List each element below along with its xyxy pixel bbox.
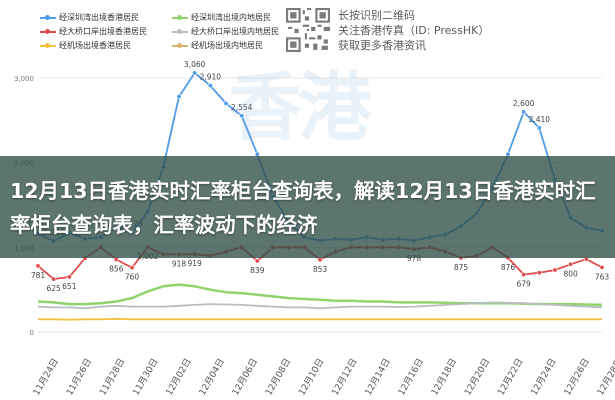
- series-point: [35, 263, 41, 269]
- article-title: 12月13日香港实时汇率柜台查询表，解读12月13日香港实时汇率柜台查询表，汇率…: [10, 179, 596, 237]
- series-point: [568, 261, 574, 267]
- legend-label: 经机场出境香港居民: [59, 41, 131, 50]
- legend-item: 经大桥口岸出境内地居民: [172, 26, 279, 37]
- legend-label: 经机场出境内地居民: [191, 41, 263, 50]
- legend-swatch: [40, 42, 56, 48]
- x-tick-label: 11月30日: [131, 357, 161, 398]
- y-tick-label: 3,000: [14, 75, 34, 83]
- data-label: 918: [172, 259, 187, 268]
- legend-item: 经深圳湾出境香港居民: [40, 12, 139, 23]
- data-label: 978: [407, 254, 422, 263]
- legend-item: 经机场出境香港居民: [40, 40, 131, 51]
- x-axis: 11月24日 11月26日 11月28日 11月30日 12月02日 12月04日 12月0…: [31, 357, 615, 398]
- x-tick-label: 12月18日: [429, 357, 459, 398]
- data-label: 919: [188, 259, 203, 268]
- legend-item: 经大桥口岸出境香港居民: [40, 26, 147, 37]
- series-point: [66, 274, 72, 280]
- data-label: 875: [454, 263, 469, 272]
- data-label: 2,600: [513, 99, 535, 108]
- series-point: [51, 276, 57, 282]
- legend-label: 经大桥口岸出境香港居民: [59, 27, 147, 36]
- data-label: 679: [517, 280, 532, 289]
- series-point: [536, 125, 542, 131]
- watermark-text: 香港: [228, 65, 372, 151]
- series-point: [536, 270, 542, 276]
- x-tick-label: 12月22日: [496, 357, 526, 398]
- data-label: 2,910: [200, 73, 222, 82]
- legend-swatch: [172, 28, 188, 34]
- series-point: [207, 83, 213, 89]
- x-tick-label: 12月14日: [363, 357, 393, 398]
- x-tick-label: 12月04日: [197, 357, 227, 398]
- data-label: 625: [47, 284, 62, 293]
- qr-caption-line2: 关注香港传真（ID: PressHK）: [338, 24, 490, 37]
- data-label: 763: [595, 272, 610, 281]
- legend-label: 经大桥口岸出境内地居民: [191, 27, 279, 36]
- data-label: 781: [31, 271, 46, 280]
- legend-swatch: [172, 42, 188, 48]
- data-label: 876: [501, 263, 516, 272]
- data-label: 3,060: [184, 60, 206, 69]
- x-tick-label: 12月06日: [230, 357, 260, 398]
- series-point: [129, 265, 135, 271]
- data-label: 2,410: [529, 115, 551, 124]
- series-point: [521, 109, 527, 115]
- data-label: 856: [109, 265, 124, 274]
- x-tick-label: 11月26日: [64, 357, 94, 398]
- qr-caption-line3: 获取更多香港资讯: [338, 39, 426, 52]
- x-tick-label: 12月20日: [462, 357, 492, 398]
- x-tick-label: 12月24日: [529, 357, 559, 398]
- series-point: [317, 257, 323, 263]
- series-point: [254, 258, 260, 264]
- y-tick-label: 0: [30, 329, 34, 337]
- series-point: [176, 94, 182, 100]
- legend-label: 经深圳湾出境香港居民: [59, 13, 139, 22]
- chart-legend: 经深圳湾出境香港居民 经大桥口岸出境香港居民 经机场出境香港居民 经深圳湾出境内地居民…: [40, 12, 280, 54]
- data-labels: 1,1611,0741,1733,0602,9102,5542,6002,410…: [27, 60, 609, 293]
- legend-item: 经深圳湾出境内地居民: [172, 12, 271, 23]
- series-point: [239, 113, 245, 119]
- data-label: 853: [313, 265, 328, 274]
- legend-item: 经机场出境内地居民: [172, 40, 263, 51]
- data-label: 651: [62, 282, 77, 291]
- x-tick-label: 12月10日: [296, 357, 326, 398]
- x-tick-label: 12月02日: [164, 357, 194, 398]
- title-banner: 12月13日香港实时汇率柜台查询表，解读12月13日香港实时汇率柜台查询表，汇率…: [0, 156, 615, 258]
- series-point: [521, 272, 527, 278]
- legend-swatch: [40, 28, 56, 34]
- legend-label: 经深圳湾出境内地居民: [191, 13, 271, 22]
- x-tick-label: 12月12日: [330, 357, 360, 398]
- series-point: [192, 70, 198, 76]
- series-point: [552, 267, 558, 273]
- legend-swatch: [40, 14, 56, 20]
- qr-caption: 长按识别二维码 关注香港传真（ID: PressHK） 获取更多香港资讯: [338, 8, 489, 53]
- series-line: [38, 318, 602, 321]
- x-tick-label: 12月28日: [595, 357, 615, 398]
- x-tick-label: 12月16日: [396, 357, 426, 398]
- series-line: [37, 301, 603, 310]
- series-point: [223, 100, 229, 106]
- x-tick-label: 11月24日: [31, 357, 61, 398]
- data-label: 839: [250, 266, 265, 275]
- series-point: [599, 264, 605, 270]
- x-tick-label: 12月08日: [263, 357, 293, 398]
- data-label: 760: [125, 273, 140, 282]
- data-label: 800: [564, 269, 579, 278]
- legend-swatch: [172, 14, 188, 20]
- data-label: 2,554: [231, 103, 253, 112]
- qr-caption-line1: 长按识别二维码: [338, 9, 415, 22]
- x-tick-label: 11月28日: [97, 357, 127, 398]
- qr-code-icon: [286, 8, 330, 52]
- x-tick-label: 12月26日: [562, 357, 592, 398]
